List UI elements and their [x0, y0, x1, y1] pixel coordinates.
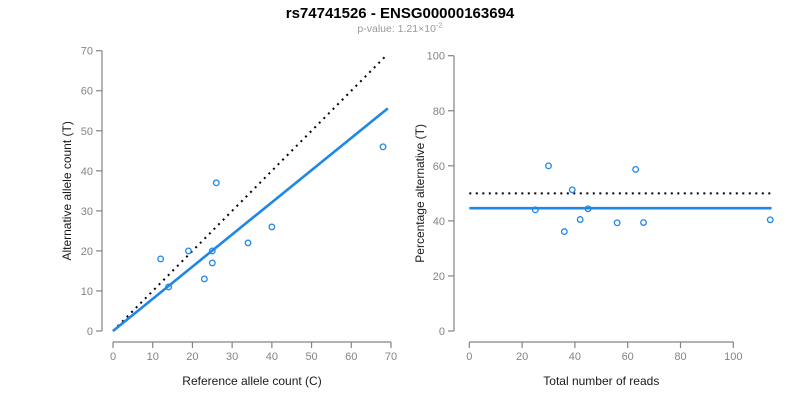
identity-line: [112, 55, 387, 332]
x-tick-label: 40: [266, 351, 278, 363]
data-point: [200, 275, 208, 283]
y-tick-label: 50: [81, 126, 93, 138]
data-point: [584, 205, 592, 213]
x-tick-label: 40: [569, 351, 581, 363]
data-point: [208, 259, 216, 267]
x-axis-title: Total number of reads: [543, 374, 659, 388]
y-tick-label: 30: [81, 206, 93, 218]
x-tick-label: 70: [385, 351, 397, 363]
x-tick-label: 60: [345, 351, 357, 363]
figure-title: rs74741526 - ENSG00000163694: [285, 5, 515, 22]
y-tick-label: 20: [433, 271, 445, 283]
y-tick-label: 10: [81, 286, 93, 298]
panel-allele-counts: 0 10 20 30 40 50 60 70 0 10 20 30 40 50 60 70 Reference …: [60, 46, 397, 388]
y-tick-label: 100: [427, 51, 445, 63]
data-point: [531, 206, 539, 214]
y-tick-label: 20: [81, 246, 93, 258]
y-tick-label: 40: [433, 216, 445, 228]
data-point: [165, 283, 173, 291]
y-tick-label: 0: [439, 326, 445, 338]
y-tick-label: 0: [87, 326, 93, 338]
data-point: [379, 143, 387, 151]
x-tick-label: 20: [186, 351, 198, 363]
regression-line: [112, 107, 389, 333]
x-tick-label: 20: [516, 351, 528, 363]
data-point: [640, 219, 647, 226]
p-value-exponent: -2: [435, 20, 443, 30]
x-tick-label: 50: [305, 351, 317, 363]
data-point: [185, 247, 192, 255]
x-tick-label: 0: [110, 351, 116, 363]
x-tick-label: 10: [147, 351, 159, 363]
x-tick-label: 100: [724, 351, 742, 363]
y-axis-title: Alternative allele count (T): [60, 121, 74, 260]
data-point: [560, 228, 568, 236]
y-tick-label: 60: [433, 161, 445, 173]
data-point: [632, 165, 640, 173]
data-point: [613, 219, 621, 227]
data-point: [568, 186, 576, 194]
p-value-text: p-value: 1.21×10: [357, 23, 436, 35]
p-value-subtitle: p-value: 1.21×10-2: [0, 20, 800, 35]
data-point: [576, 216, 584, 223]
y-tick-label: 70: [81, 46, 93, 58]
data-point: [157, 255, 165, 263]
x-tick-label: 80: [674, 351, 686, 363]
panel-percentage-alternative: 0 20 40 60 80 100 0 20 40 60 80 100 Total number of …: [413, 51, 774, 388]
x-tick-label: 60: [622, 351, 634, 363]
data-point: [244, 239, 252, 247]
data-point: [766, 216, 774, 224]
y-tick-label: 80: [433, 106, 445, 118]
y-tick-label: 40: [81, 166, 93, 178]
x-tick-label: 30: [226, 351, 238, 363]
data-point: [208, 247, 216, 255]
x-axis-title: Reference allele count (C): [182, 374, 321, 388]
data-point: [212, 179, 220, 187]
y-tick-label: 60: [81, 86, 93, 98]
data-point: [545, 162, 552, 170]
data-point: [268, 223, 276, 231]
x-tick-label: 0: [466, 351, 472, 363]
y-axis-title: Percentage alternative (T): [413, 124, 427, 263]
